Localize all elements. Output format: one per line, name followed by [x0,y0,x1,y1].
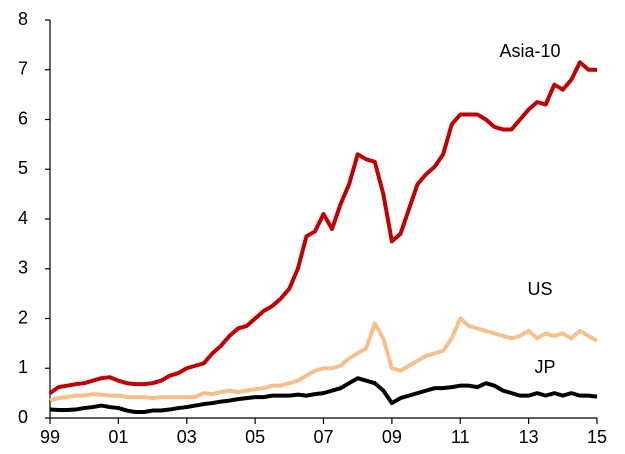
series-line [49,376,598,415]
y-tick-label: 7 [18,59,28,79]
series-line [49,316,599,403]
y-tick-label: 3 [18,258,28,278]
y-tick-label: 1 [18,357,28,377]
x-tick-label: 05 [245,427,265,447]
x-tick-label: 09 [382,427,402,447]
series-label: JP [534,357,555,377]
y-tick-label: 8 [18,9,28,29]
x-tick-label: 11 [451,427,470,447]
x-tick-label: 03 [177,427,197,447]
x-tick-label: 01 [108,427,128,447]
series-line [48,60,597,395]
y-tick-label: 4 [18,208,28,228]
x-tick-label: 07 [313,427,333,447]
x-tick-label: 13 [519,427,539,447]
series-label: Asia-10 [499,41,560,61]
x-tick-label: 99 [40,427,60,447]
y-tick-label: 6 [18,108,28,128]
series-label: US [527,279,552,299]
y-tick-label: 5 [18,158,28,178]
x-tick-label: 15 [587,427,607,447]
y-tick-label: 2 [18,307,28,327]
y-tick-label: 0 [18,407,28,427]
